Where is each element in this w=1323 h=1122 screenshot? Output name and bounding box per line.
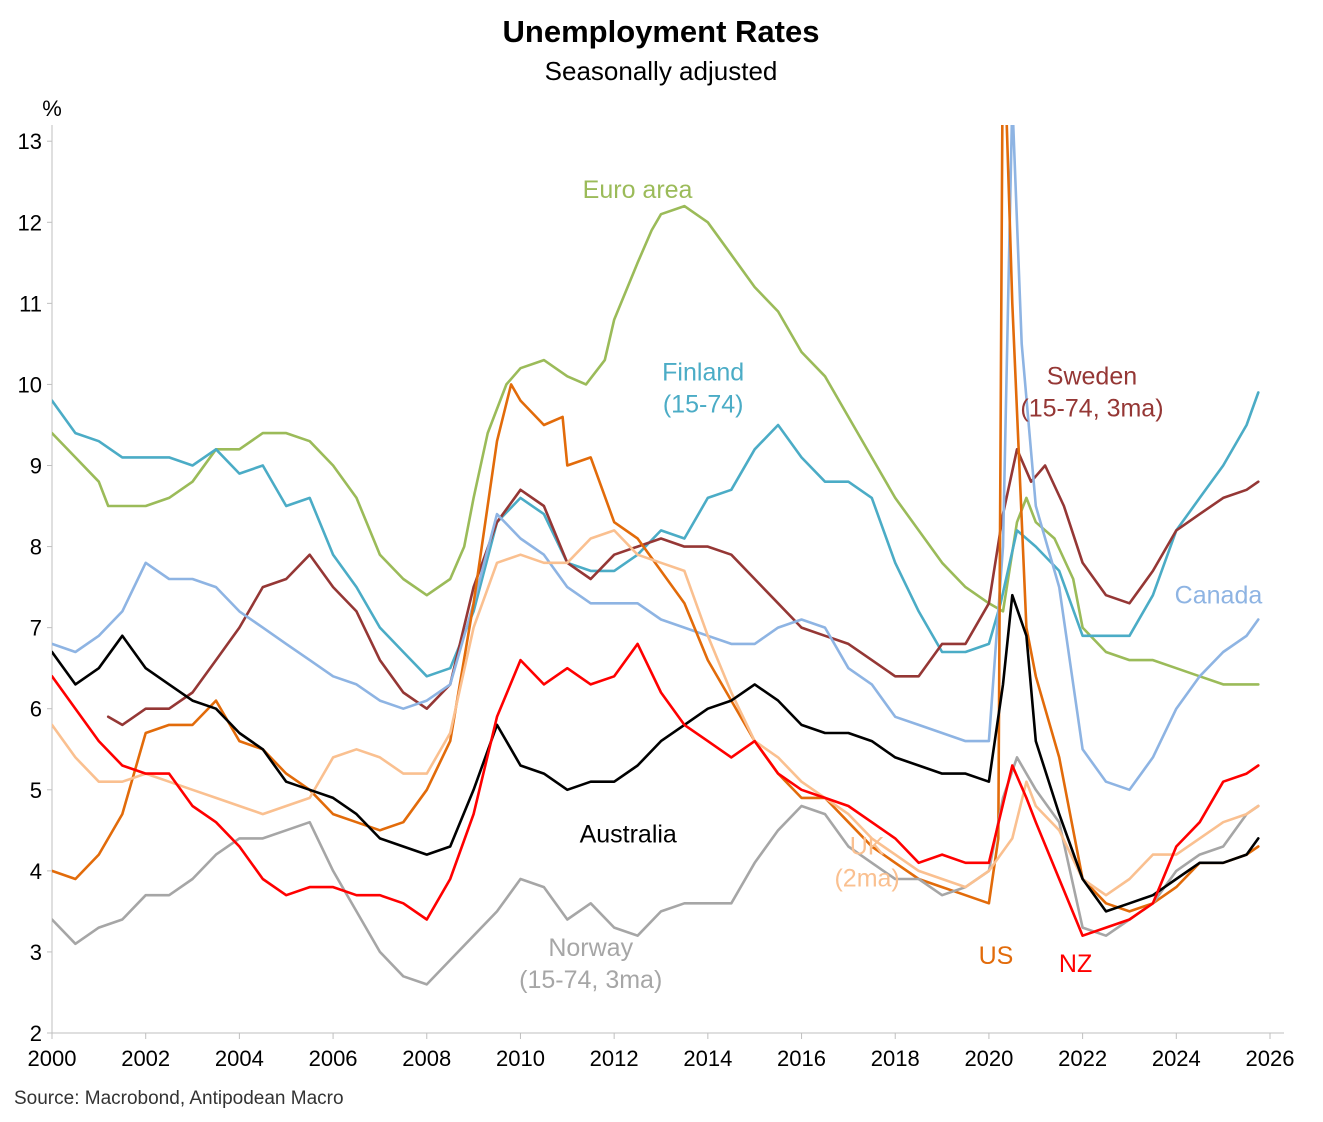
y-tick-label: 6 [30,697,42,722]
y-tick-label: 5 [30,778,42,803]
series-label-us: US [979,942,1014,970]
series-label-norway-15-74-3ma: Norway [548,934,633,962]
series-line-nz [52,642,1260,937]
x-tick-label: 2018 [871,1046,920,1071]
axes: 2 3 4 5 6 7 8 9 10 11 12 13 2000 2002 2004 2006 2008 2010… [18,125,1295,1071]
x-tick-label: 2002 [121,1046,170,1071]
series-line-uk-2ma [52,529,1260,897]
series-line-finland-15-74 [52,391,1260,678]
x-tick-label: 2010 [496,1046,545,1071]
chart-title: Unemployment Rates [503,14,820,49]
y-tick-label: 12 [18,210,42,235]
x-tick-label: 2026 [1246,1046,1295,1071]
series-label-finland-15-74: Finland [662,358,744,386]
source-note: Source: Macrobond, Antipodean Macro [14,1088,344,1109]
series-line-australia [52,593,1260,913]
series-label-sweden-15-74-3ma: (15-74, 3ma) [1020,394,1163,422]
series-label-uk-2ma: UK [850,833,885,861]
y-tick-label: 7 [30,616,42,641]
y-tick-label: 2 [30,1021,42,1046]
series-lines [52,125,1260,986]
series-line-us [52,125,1260,913]
x-tick-label: 2004 [215,1046,264,1071]
y-tick-label: 9 [30,454,42,479]
series-label-canada: Canada [1175,581,1263,609]
x-tick-label: 2022 [1058,1046,1107,1071]
series-label-sweden-15-74-3ma: Sweden [1047,362,1137,390]
series-label-norway-15-74-3ma: (15-74, 3ma) [519,966,662,994]
x-tick-label: 2000 [28,1046,77,1071]
series-label-euro-area: Euro area [583,176,693,204]
y-tick-label: 11 [19,291,42,316]
x-tick-label: 2016 [777,1046,826,1071]
x-tick-label: 2024 [1152,1046,1201,1071]
y-tick-label: 10 [18,372,42,397]
y-tick-label: 8 [30,535,42,560]
series-label-australia: Australia [580,820,677,848]
y-tick-label: 4 [30,859,42,884]
x-tick-label: 2008 [402,1046,451,1071]
series-label-finland-15-74: (15-74) [663,390,744,418]
x-tick-label: 2012 [590,1046,639,1071]
y-tick-label: 3 [30,940,42,965]
series-line-canada [52,125,1260,792]
y-tick-label: 13 [18,129,42,154]
x-tick-label: 2006 [309,1046,358,1071]
series-line-euro-area [52,204,1260,686]
y-axis-unit-label: % [42,96,62,121]
series-line-sweden-15-74-3ma [106,448,1260,727]
x-tick-label: 2014 [683,1046,732,1071]
x-tick-label: 2020 [964,1046,1013,1071]
series-labels: Euro area Finland (15-74) Sweden (15-74, 3ma… [519,176,1262,994]
series-label-nz: NZ [1059,950,1092,978]
series-label-uk-2ma: (2ma) [834,865,899,893]
chart-subtitle: Seasonally adjusted [545,56,778,86]
